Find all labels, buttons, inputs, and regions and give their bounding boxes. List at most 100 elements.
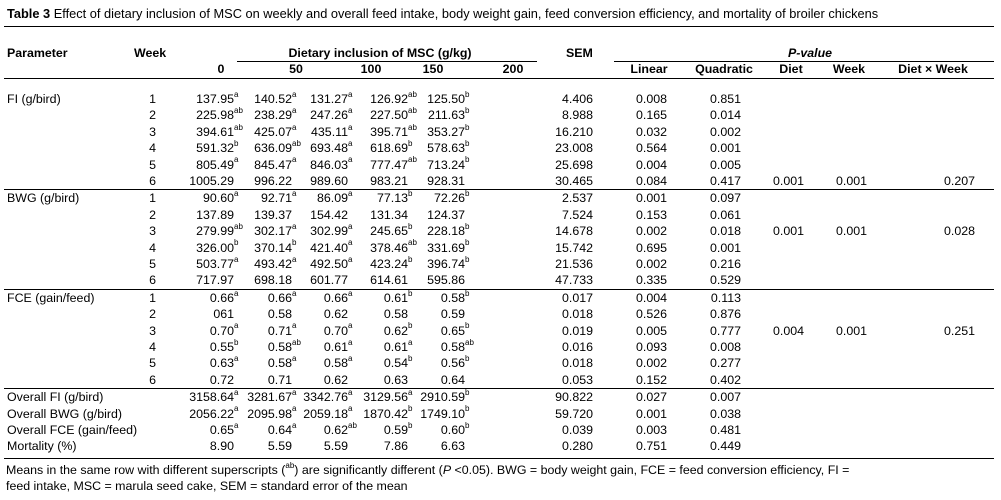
value-number: 2910.59 (420, 390, 465, 405)
value-cell: 0.62b (383, 321, 413, 338)
value-cell: 0.58ab (267, 337, 301, 354)
value-cell: 3129.56a (363, 388, 413, 405)
footnote-part-1: Means in the same row with different sup… (6, 463, 286, 477)
value-number: 72.26 (433, 191, 465, 206)
diet-cell: 0.001 (772, 224, 804, 239)
value-number: 279.99 (196, 224, 234, 239)
linear-cell: 0.004 (635, 290, 667, 305)
value-cell: 0.58a (323, 354, 353, 371)
value-cell: 693.48a (310, 139, 353, 156)
value-number: 595.86 (427, 273, 465, 288)
value-number: 846.03 (310, 157, 348, 172)
value-cell: 435.11a (311, 122, 353, 139)
value-cell: 227.50ab (370, 106, 417, 123)
linear-cell: 0.526 (635, 307, 667, 322)
linear-cell: 0.002 (635, 257, 667, 271)
value-number: 0.72 (209, 372, 234, 387)
diet-week-cell: 0.028 (943, 224, 975, 239)
value-number: 717.97 (196, 273, 234, 288)
quadratic-cell: 0.417 (709, 174, 741, 188)
value-cell: 2910.59b (420, 388, 470, 405)
value-number: 0.61 (383, 340, 408, 354)
value-number: 0.61 (383, 290, 408, 305)
value-number: 0.58 (440, 290, 465, 305)
value-number: 140.52 (254, 92, 292, 106)
value-cell: 331.69b (427, 238, 470, 255)
quadratic-cell: 0.061 (709, 207, 741, 222)
value-number: 3158.64 (189, 390, 234, 405)
quadratic-cell: 0.008 (709, 340, 741, 354)
value-number: 370.14 (254, 240, 292, 255)
value-number: 228.18 (427, 224, 465, 239)
quadratic-cell: 0.038 (709, 406, 741, 421)
value-cell: 86.09a (316, 189, 353, 206)
value-cell: 302.17a (254, 222, 297, 239)
header-pvalue: P-value (760, 46, 860, 61)
value-cell: 0.63a (209, 354, 239, 371)
quadratic-cell: 0.018 (709, 224, 741, 239)
value-cell: 618.69b (370, 139, 413, 156)
value-number: 0.70 (209, 323, 234, 338)
value-cell: 5.59 (324, 439, 358, 454)
value-cell: 493.42a (254, 254, 297, 271)
value-number: 928.31 (427, 174, 465, 188)
group-name: FCE (gain/feed) (7, 290, 95, 305)
value-number: 394.61 (196, 124, 234, 139)
linear-cell: 0.001 (635, 406, 667, 421)
header-pvalue-text: P-value (787, 46, 833, 60)
value-number: 0.62 (323, 307, 348, 322)
value-number: 227.50 (370, 108, 408, 123)
value-number: 0.58 (267, 307, 292, 322)
week-p-cell: 0.001 (835, 224, 867, 239)
value-cell: 0.65a (209, 420, 239, 437)
value-cell: 0.71a (267, 321, 297, 338)
sem-cell: 4.406 (561, 92, 593, 106)
value-cell: 0.60b (440, 420, 470, 437)
value-number: 578.63 (427, 141, 465, 156)
value-number: 618.69 (370, 141, 408, 156)
header-pcol-4: Diet × Week (898, 62, 968, 76)
value-cell: 0.59b (383, 420, 413, 437)
value-cell: 90.60a (202, 189, 239, 206)
footnote-sup: ab (285, 460, 295, 470)
value-cell: 1870.42b (363, 404, 413, 421)
diet-week-cell: 0.251 (943, 323, 975, 338)
value-cell: 6.63 (441, 439, 475, 454)
overall-name: Overall FI (g/bird) (7, 390, 104, 405)
value-cell: 395.71ab (370, 122, 417, 139)
diet-cell: 0.001 (772, 174, 804, 188)
sem-cell: 90.822 (555, 390, 593, 405)
header-level-1: 50 (289, 62, 303, 76)
linear-cell: 0.032 (635, 124, 667, 139)
sem-cell: 2.537 (561, 191, 593, 206)
header-pcol-2: Diet (779, 62, 803, 76)
quadratic-cell: 0.876 (709, 307, 741, 322)
value-number: 0.59 (383, 423, 408, 437)
value-number: 3281.67 (247, 390, 292, 405)
value-number: 0.63 (383, 372, 408, 387)
week-cell: 5 (149, 257, 156, 271)
value-number: 0.58 (267, 356, 292, 371)
value-cell: 0.58a (267, 354, 297, 371)
footnote-line-2: feed intake, MSC = marula seed cake, SEM… (6, 479, 408, 493)
value-cell: 3342.76a (303, 388, 353, 405)
value-cell: 5.59 (268, 439, 302, 454)
value-cell: 0.70a (209, 321, 239, 338)
value-number: 395.71 (370, 124, 408, 139)
value-cell: 353.27b (427, 122, 470, 139)
header-level-0: 0 (217, 62, 225, 76)
value-cell: 845.47a (254, 155, 297, 172)
quadratic-cell: 0.014 (709, 108, 741, 123)
value-cell: 77.13b (376, 189, 413, 206)
sem-cell: 8.988 (561, 108, 593, 123)
week-cell: 2 (149, 207, 156, 222)
value-cell: 131.27a (310, 89, 353, 106)
value-cell: 0.71 (268, 373, 302, 388)
value-number: 0.63 (209, 356, 234, 371)
dietary-underline (237, 61, 537, 62)
value-cell: 061 (213, 307, 244, 322)
value-cell: 154.42 (310, 208, 358, 223)
value-number: 713.24 (427, 157, 465, 172)
week-cell: 4 (149, 240, 156, 255)
value-number: 90.60 (202, 191, 234, 206)
